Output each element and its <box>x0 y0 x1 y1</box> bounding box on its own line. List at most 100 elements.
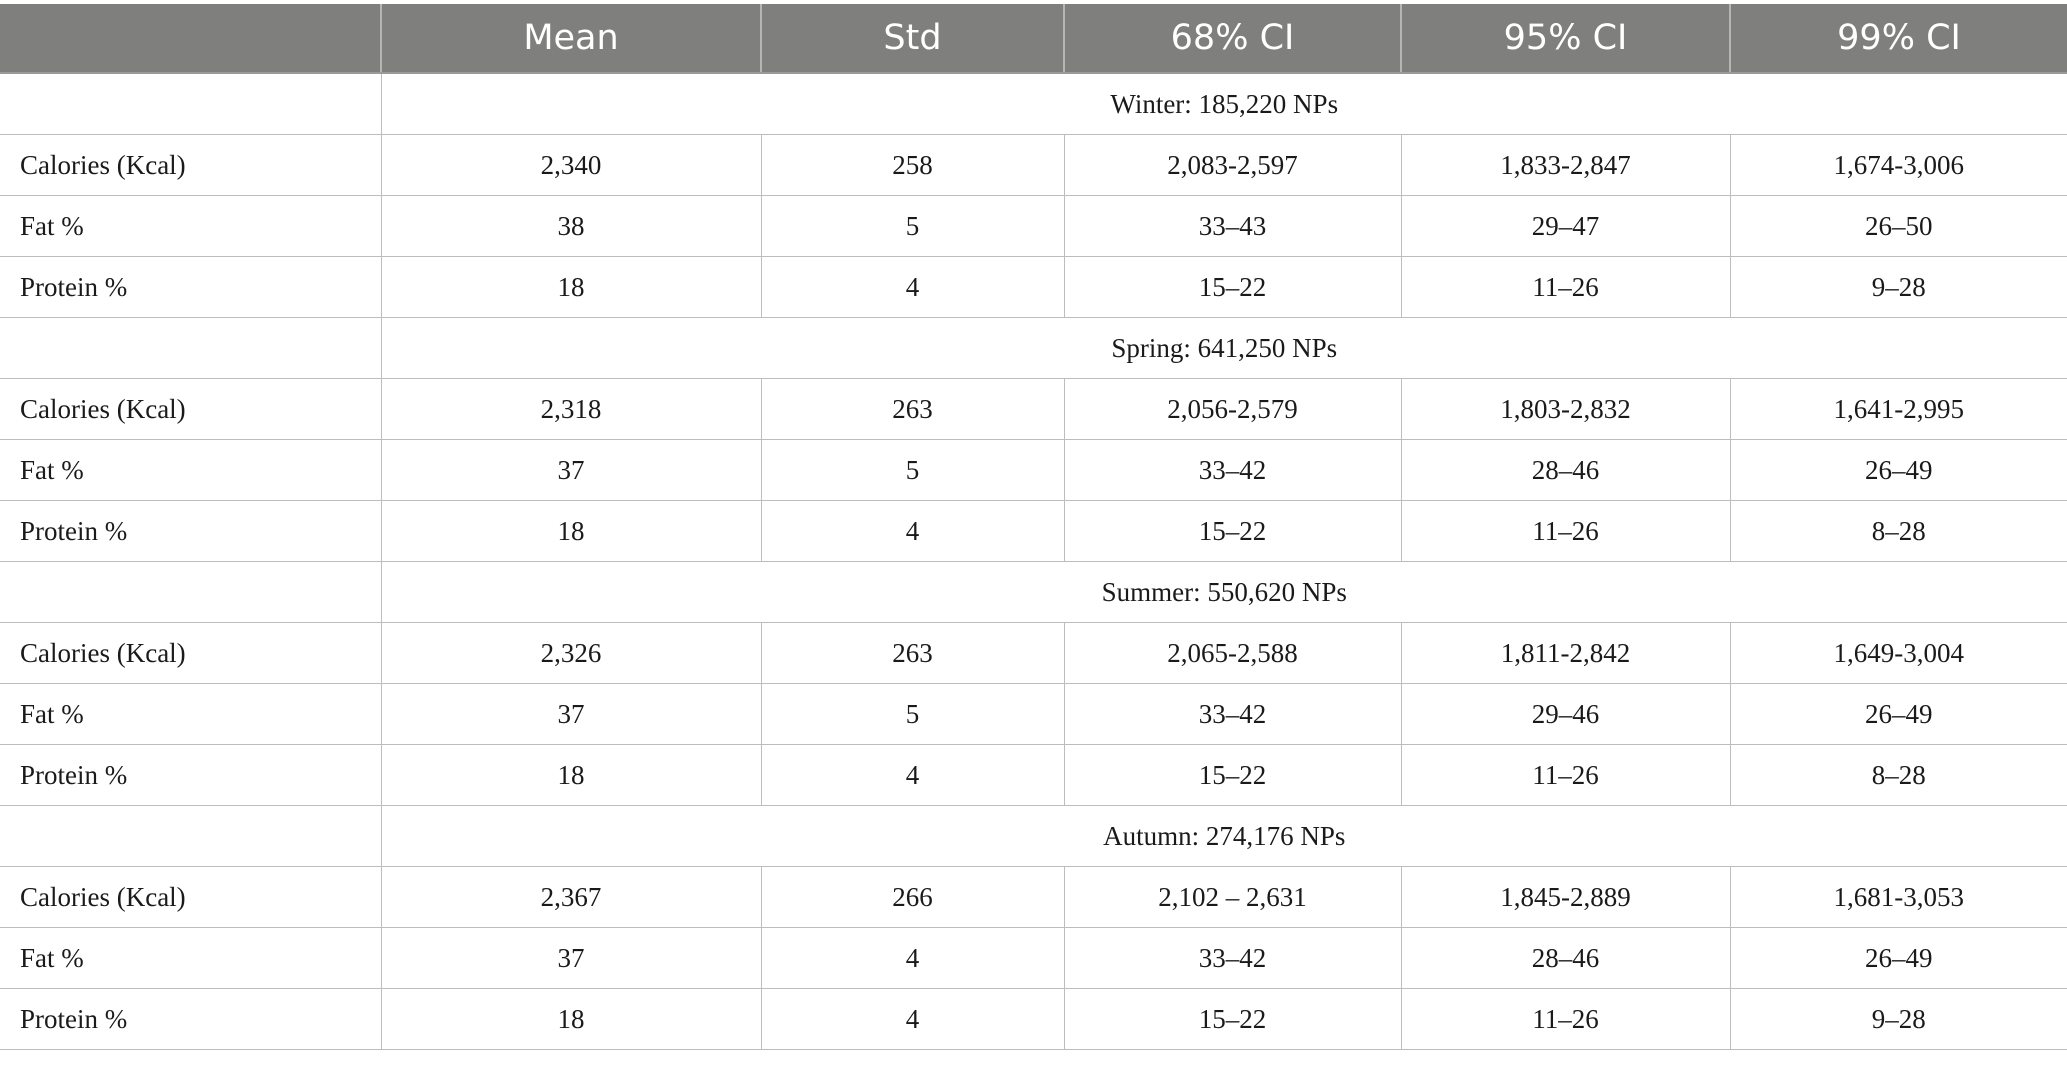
row-label: Fat % <box>0 195 382 257</box>
mean-cell: 37 <box>380 927 762 989</box>
ci95-cell: 28–46 <box>1400 927 1731 989</box>
ci99-cell: 1,674-3,006 <box>1729 134 2067 196</box>
section-title: Winter: 185,220 NPs <box>380 73 2067 135</box>
row-label: Fat % <box>0 927 382 989</box>
table-row: Calories (Kcal) 2,367 266 2,102 – 2,631 1,84… <box>0 866 2067 928</box>
table-row: Protein % 18 4 15–22 11–26 9–28 <box>0 988 2067 1050</box>
seasonal-nutrition-table: Mean Std 68% CI 95% CI 99% CI Winter: 18… <box>0 4 2067 1050</box>
std-cell: 266 <box>760 866 1065 928</box>
ci68-cell: 2,056-2,579 <box>1063 378 1402 440</box>
std-cell: 4 <box>760 256 1065 318</box>
ci95-cell: 11–26 <box>1400 500 1731 562</box>
table-row: Calories (Kcal) 2,340 258 2,083-2,597 1,833-… <box>0 134 2067 196</box>
table-row: Fat % 37 5 33–42 28–46 26–49 <box>0 439 2067 501</box>
std-cell: 4 <box>760 500 1065 562</box>
ci95-cell: 28–46 <box>1400 439 1731 501</box>
ci68-cell: 2,102 – 2,631 <box>1063 866 1402 928</box>
header-cell-ci99: 99% CI <box>1729 4 2067 74</box>
std-cell: 5 <box>760 683 1065 745</box>
mean-cell: 37 <box>380 439 762 501</box>
header-cell-std: Std <box>760 4 1064 74</box>
ci99-cell: 1,681-3,053 <box>1729 866 2067 928</box>
mean-cell: 18 <box>380 744 762 806</box>
mean-cell: 18 <box>380 256 762 318</box>
section-blank-cell <box>0 561 382 623</box>
section-title: Summer: 550,620 NPs <box>380 561 2067 623</box>
ci99-cell: 1,641-2,995 <box>1729 378 2067 440</box>
mean-cell: 2,340 <box>380 134 762 196</box>
ci68-cell: 15–22 <box>1063 988 1402 1050</box>
ci95-cell: 11–26 <box>1400 744 1731 806</box>
ci68-cell: 33–43 <box>1063 195 1402 257</box>
header-cell-ci95: 95% CI <box>1400 4 1730 74</box>
ci95-cell: 29–46 <box>1400 683 1731 745</box>
row-label: Protein % <box>0 744 382 806</box>
header-cell-mean: Mean <box>380 4 761 74</box>
table-row: Calories (Kcal) 2,318 263 2,056-2,579 1,803-… <box>0 378 2067 440</box>
ci99-cell: 26–49 <box>1729 439 2067 501</box>
ci68-cell: 15–22 <box>1063 744 1402 806</box>
ci68-cell: 15–22 <box>1063 256 1402 318</box>
mean-cell: 2,326 <box>380 622 762 684</box>
ci68-cell: 2,083-2,597 <box>1063 134 1402 196</box>
ci68-cell: 33–42 <box>1063 927 1402 989</box>
ci99-cell: 1,649-3,004 <box>1729 622 2067 684</box>
mean-cell: 2,318 <box>380 378 762 440</box>
table-row: Calories (Kcal) 2,326 263 2,065-2,588 1,811-… <box>0 622 2067 684</box>
ci99-cell: 26–50 <box>1729 195 2067 257</box>
table-row: Protein % 18 4 15–22 11–26 9–28 <box>0 256 2067 318</box>
mean-cell: 38 <box>380 195 762 257</box>
section-header-row: Summer: 550,620 NPs <box>0 561 2067 623</box>
header-cell-ci68: 68% CI <box>1063 4 1401 74</box>
ci99-cell: 26–49 <box>1729 683 2067 745</box>
std-cell: 4 <box>760 927 1065 989</box>
section-blank-cell <box>0 317 382 379</box>
section-header-row: Spring: 641,250 NPs <box>0 317 2067 379</box>
row-label: Calories (Kcal) <box>0 622 382 684</box>
section-title: Spring: 641,250 NPs <box>380 317 2067 379</box>
std-cell: 5 <box>760 439 1065 501</box>
ci99-cell: 9–28 <box>1729 256 2067 318</box>
table-row: Protein % 18 4 15–22 11–26 8–28 <box>0 744 2067 806</box>
mean-cell: 2,367 <box>380 866 762 928</box>
table-body: Winter: 185,220 NPs Calories (Kcal) 2,340 2… <box>0 73 2067 1050</box>
ci99-cell: 26–49 <box>1729 927 2067 989</box>
ci68-cell: 15–22 <box>1063 500 1402 562</box>
row-label: Fat % <box>0 439 382 501</box>
ci95-cell: 1,803-2,832 <box>1400 378 1731 440</box>
section-blank-cell <box>0 805 382 867</box>
section-header-row: Autumn: 274,176 NPs <box>0 805 2067 867</box>
header-row: Mean Std 68% CI 95% CI 99% CI <box>0 4 2067 74</box>
std-cell: 263 <box>760 378 1065 440</box>
ci95-cell: 11–26 <box>1400 256 1731 318</box>
std-cell: 258 <box>760 134 1065 196</box>
row-label: Calories (Kcal) <box>0 378 382 440</box>
table-row: Fat % 37 4 33–42 28–46 26–49 <box>0 927 2067 989</box>
table-header: Mean Std 68% CI 95% CI 99% CI <box>0 4 2067 74</box>
row-label: Calories (Kcal) <box>0 866 382 928</box>
std-cell: 4 <box>760 744 1065 806</box>
row-label: Fat % <box>0 683 382 745</box>
ci95-cell: 1,833-2,847 <box>1400 134 1731 196</box>
ci68-cell: 33–42 <box>1063 439 1402 501</box>
std-cell: 5 <box>760 195 1065 257</box>
row-label: Protein % <box>0 500 382 562</box>
table-row: Fat % 38 5 33–43 29–47 26–50 <box>0 195 2067 257</box>
row-label: Protein % <box>0 256 382 318</box>
section-header-row: Winter: 185,220 NPs <box>0 73 2067 135</box>
std-cell: 4 <box>760 988 1065 1050</box>
ci95-cell: 1,811-2,842 <box>1400 622 1731 684</box>
mean-cell: 37 <box>380 683 762 745</box>
std-cell: 263 <box>760 622 1065 684</box>
ci99-cell: 8–28 <box>1729 500 2067 562</box>
table-row: Fat % 37 5 33–42 29–46 26–49 <box>0 683 2067 745</box>
ci99-cell: 8–28 <box>1729 744 2067 806</box>
mean-cell: 18 <box>380 988 762 1050</box>
row-label: Protein % <box>0 988 382 1050</box>
ci68-cell: 2,065-2,588 <box>1063 622 1402 684</box>
section-blank-cell <box>0 73 382 135</box>
ci95-cell: 29–47 <box>1400 195 1731 257</box>
table-row: Protein % 18 4 15–22 11–26 8–28 <box>0 500 2067 562</box>
ci95-cell: 1,845-2,889 <box>1400 866 1731 928</box>
mean-cell: 18 <box>380 500 762 562</box>
